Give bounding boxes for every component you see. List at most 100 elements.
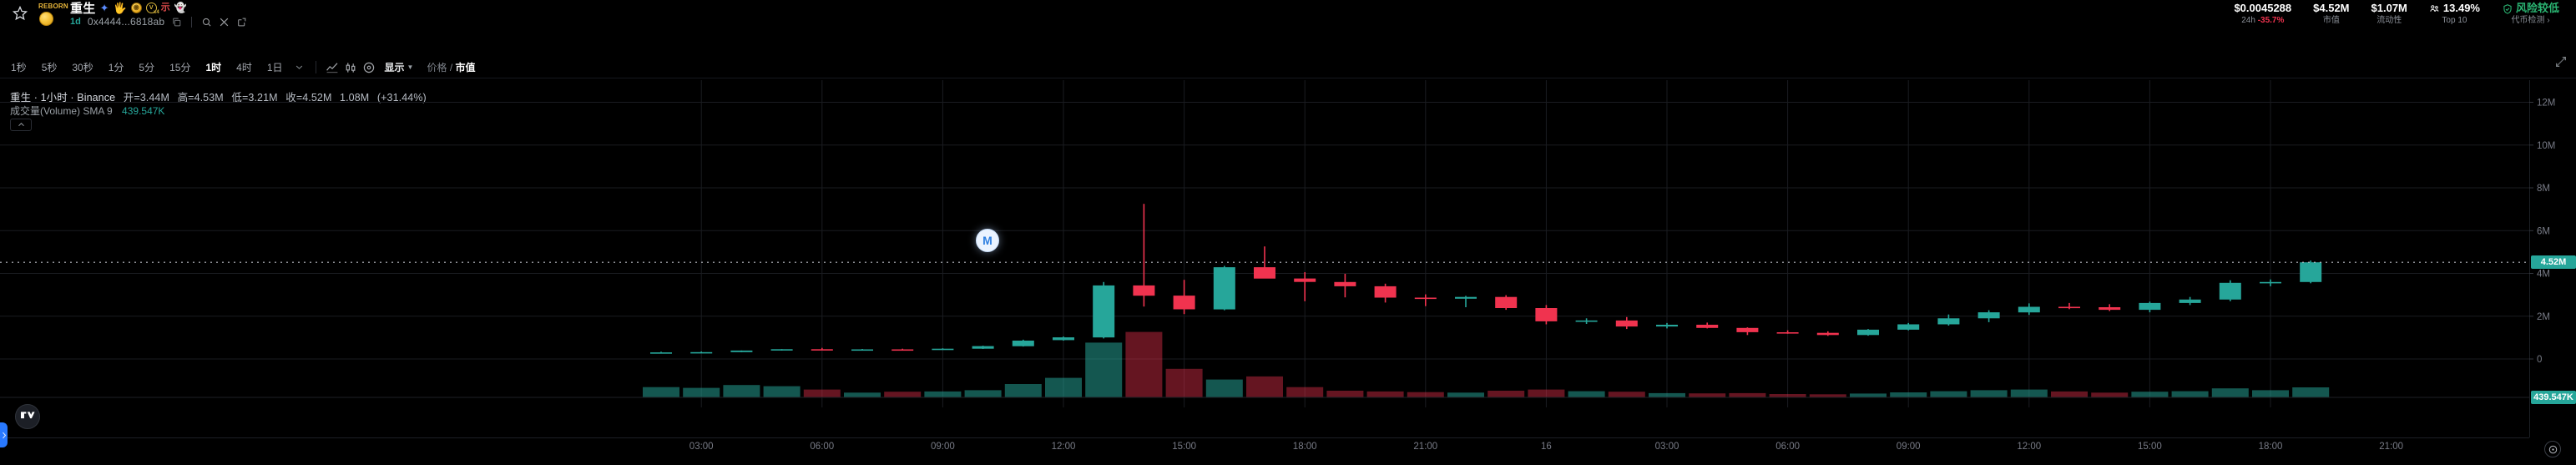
volume-bar xyxy=(964,390,1002,397)
candle-body xyxy=(1776,332,1799,334)
yaxis-tick-label: 6M xyxy=(2537,226,2550,236)
x-twitter-icon[interactable] xyxy=(219,17,230,28)
volume-bar xyxy=(1045,377,1082,397)
legend-collapse-button[interactable] xyxy=(10,119,32,131)
volume-bar xyxy=(1125,331,1163,397)
candle-body xyxy=(1133,285,1155,296)
price-axis[interactable]: 0 2M 4M 6M 8M 10M 12M xyxy=(2529,80,2576,437)
xaxis-tick-label: 15:00 xyxy=(1172,442,1196,452)
volume-bar xyxy=(844,392,881,397)
risk-label: 代币检测 › xyxy=(2511,16,2550,26)
xaxis-tick-label: 09:00 xyxy=(931,442,955,452)
volume-bar xyxy=(1004,384,1042,397)
timeframe-5m[interactable]: 5分 xyxy=(139,62,155,73)
stat-price-change: -35.7% xyxy=(2257,16,2285,26)
yaxis-tick-label: 10M xyxy=(2537,141,2555,151)
candle-body xyxy=(1656,325,1678,327)
timeframe-5s[interactable]: 5秒 xyxy=(41,62,58,73)
candlestick-icon[interactable] xyxy=(341,60,360,75)
volume-bar xyxy=(803,389,841,397)
token-address[interactable]: 0x4444...6818ab xyxy=(87,16,165,28)
volume-bar xyxy=(763,386,801,397)
candle-body xyxy=(1575,320,1598,322)
stat-liquidity-label: 流动性 xyxy=(2376,16,2402,26)
ghost-badge-icon: 👻 xyxy=(174,2,187,13)
volume-bar xyxy=(1850,393,1887,397)
candle-body xyxy=(972,346,994,349)
chart-symbol-label: 重生 · 1小时 · Binance xyxy=(10,92,116,104)
volume-bar xyxy=(1809,394,1846,397)
volume-indicator-value: 439.547K xyxy=(122,105,165,117)
timeframe-1h[interactable]: 1时 xyxy=(205,62,222,73)
left-panel-toggle[interactable] xyxy=(0,422,8,447)
timeframe-30s[interactable]: 30秒 xyxy=(72,62,93,73)
candle-body xyxy=(1093,285,1115,338)
stat-price: $0.0045288 24h -35.7% xyxy=(2234,2,2291,26)
volume-bar xyxy=(1085,342,1123,397)
ohlc-change-pct: (+31.44%) xyxy=(376,92,427,104)
stat-top10-value: 13.49% xyxy=(2442,2,2480,15)
volume-bar xyxy=(1165,368,1203,397)
volume-bar xyxy=(2131,392,2169,397)
volume-bar xyxy=(924,391,962,397)
line-chart-icon[interactable] xyxy=(323,60,341,75)
candle-body xyxy=(2260,281,2281,284)
yaxis-tick-label: 8M xyxy=(2537,184,2550,194)
volume-bar xyxy=(1366,391,1404,397)
risk-value-wrap: 风险较低 xyxy=(2502,2,2559,15)
ohlc-open-label: 开= xyxy=(123,92,140,104)
candle-body xyxy=(1615,320,1638,327)
stat-marketcap-value: $4.52M xyxy=(2313,2,2350,15)
expand-diagonal-icon[interactable] xyxy=(2554,55,2569,70)
candle-body xyxy=(1816,332,1839,336)
candlestick-chart-canvas[interactable] xyxy=(0,80,2529,437)
ohlc-close-label: 收= xyxy=(285,92,303,104)
time-axis[interactable]: 03:00 06:00 09:00 12:00 15:00 18:00 21:00 16 03:… xyxy=(0,437,2529,465)
volume-bar xyxy=(1608,392,1645,397)
stat-marketcap: $4.52M 市值 xyxy=(2313,2,2350,25)
timeframe-4h[interactable]: 4时 xyxy=(236,62,252,73)
chevron-up-icon xyxy=(18,123,24,127)
stat-top10: 13.49% Top 10 xyxy=(2429,2,2480,25)
candle-body xyxy=(2099,307,2121,311)
volume-bar xyxy=(2292,387,2330,397)
volume-indicator-label: 成交量(Volume) SMA 9 xyxy=(10,105,113,117)
volume-bar xyxy=(1568,391,1605,397)
stat-top10-value-wrap: 13.49% xyxy=(2429,2,2480,15)
tradingview-logo[interactable] xyxy=(15,404,40,429)
volume-bar xyxy=(1286,387,1324,397)
price-mcap-toggle[interactable]: 价格 / 市值 xyxy=(420,60,482,74)
xaxis-tick-label: 09:00 xyxy=(1897,442,1921,452)
timeframe-15m[interactable]: 15分 xyxy=(169,62,191,73)
token-stats: $0.0045288 24h -35.7% $4.52M 市值 $1.07M 流… xyxy=(2234,2,2564,26)
ohlc-high-value: 4.53M xyxy=(194,92,224,104)
volume-bar xyxy=(1205,379,1243,397)
volume-bar xyxy=(1930,391,1967,397)
crosshair-target-icon[interactable] xyxy=(2544,441,2561,457)
timeframe-1s[interactable]: 1秒 xyxy=(11,62,27,73)
favorite-star-icon[interactable] xyxy=(12,5,30,23)
xaxis-tick-label: 18:00 xyxy=(2259,442,2283,452)
candle-body xyxy=(891,349,914,351)
volume-bar xyxy=(2211,388,2249,397)
chart-marker-m[interactable]: M xyxy=(976,229,999,252)
chart-legend-primary: 重生 · 1小时 · Binance 开=3.44M 高=4.53M 低=3.2… xyxy=(10,88,427,104)
timeframe-1d[interactable]: 1日 xyxy=(266,62,283,73)
token-name: 重生 xyxy=(70,1,96,16)
volume-bar xyxy=(1447,392,1484,397)
risk-indicator[interactable]: 风险较低 代币检测 › xyxy=(2502,2,2559,26)
copy-icon[interactable] xyxy=(171,17,182,28)
search-icon[interactable] xyxy=(201,17,212,28)
display-dropdown[interactable]: 显示 ▼ xyxy=(378,60,421,74)
candle-body xyxy=(1977,312,2000,319)
external-link-icon[interactable] xyxy=(236,17,247,28)
indicator-target-icon[interactable] xyxy=(360,60,378,75)
xaxis-tick-label: 18:00 xyxy=(1293,442,1317,452)
timeframe-more-chevron-down-icon[interactable] xyxy=(290,60,309,75)
candle-body xyxy=(2219,282,2241,300)
candle-body xyxy=(650,352,672,354)
volume-bar xyxy=(1407,392,1444,397)
timeframe-1m[interactable]: 1分 xyxy=(108,62,124,73)
price-axis-current-badge: 4.52M xyxy=(2531,255,2576,270)
